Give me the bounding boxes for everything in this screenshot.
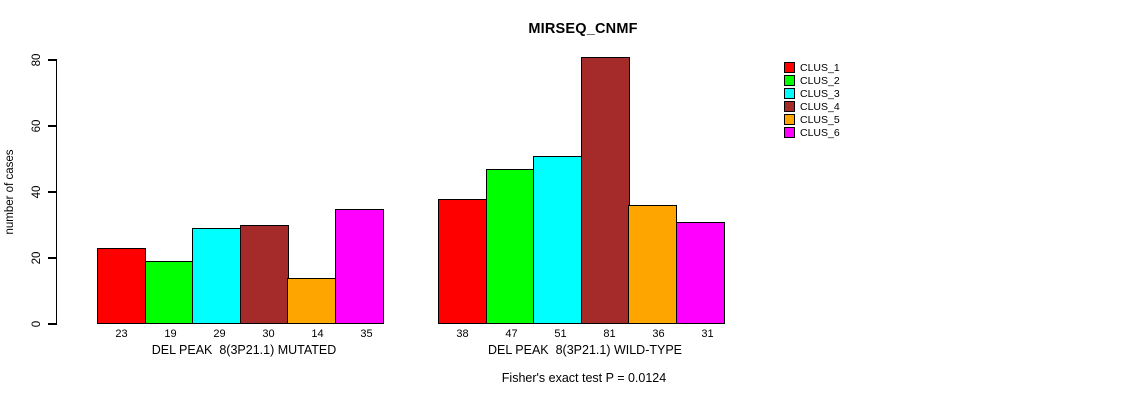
bar-value-label: 36 bbox=[652, 328, 665, 340]
bar-value-label: 47 bbox=[505, 328, 518, 340]
bar-group bbox=[438, 56, 725, 324]
bar-clus_3 bbox=[192, 228, 241, 324]
y-tick-label: 60 bbox=[31, 119, 43, 133]
legend-label: CLUS_5 bbox=[800, 113, 840, 126]
legend-item-clus_4: CLUS_4 bbox=[784, 100, 840, 113]
legend-item-clus_1: CLUS_1 bbox=[784, 61, 840, 74]
legend-swatch-icon bbox=[784, 127, 795, 138]
legend-item-clus_6: CLUS_6 bbox=[784, 126, 840, 139]
bar-clus_1 bbox=[97, 248, 146, 324]
bar-clus_5 bbox=[287, 277, 336, 324]
legend-item-clus_5: CLUS_5 bbox=[784, 113, 840, 126]
bar-value-label: 14 bbox=[311, 328, 324, 340]
legend-item-clus_3: CLUS_3 bbox=[784, 87, 840, 100]
bar-group bbox=[97, 208, 384, 324]
bar-value-label: 31 bbox=[701, 328, 714, 340]
y-tick-mark bbox=[48, 323, 56, 325]
legend-item-clus_2: CLUS_2 bbox=[784, 74, 840, 87]
y-tick-mark bbox=[48, 257, 56, 259]
bar-value-label: 23 bbox=[115, 328, 128, 340]
bar-value-labels: 38 47 51 81 36 31 bbox=[438, 328, 732, 340]
bar-value-label: 19 bbox=[164, 328, 177, 340]
legend-label: CLUS_2 bbox=[800, 74, 840, 87]
legend-label: CLUS_6 bbox=[800, 126, 840, 139]
group-axis-label: DEL PEAK 8(3P21.1) WILD-TYPE bbox=[487, 343, 683, 357]
legend-swatch-icon bbox=[784, 114, 795, 125]
legend-swatch-icon bbox=[784, 101, 795, 112]
y-tick-label: 0 bbox=[31, 320, 43, 328]
bar-clus_4 bbox=[580, 56, 630, 324]
bar-clus_2 bbox=[144, 261, 194, 324]
bar-value-label: 81 bbox=[603, 328, 616, 340]
bar-value-label: 38 bbox=[456, 328, 469, 340]
legend-swatch-icon bbox=[784, 62, 795, 73]
group-axis-label: DEL PEAK 8(3P21.1) MUTATED bbox=[151, 343, 337, 357]
bar-value-label: 29 bbox=[213, 328, 226, 340]
y-axis-line bbox=[55, 59, 57, 325]
bar-value-labels: 23 19 29 30 14 35 bbox=[97, 328, 391, 340]
legend-label: CLUS_1 bbox=[800, 61, 840, 74]
bar-value-label: 30 bbox=[262, 328, 275, 340]
y-tick-mark bbox=[48, 125, 56, 127]
y-tick-mark bbox=[48, 59, 56, 61]
bar-value-label: 35 bbox=[360, 328, 373, 340]
bar-clus_6 bbox=[675, 221, 725, 324]
bar-clus_5 bbox=[628, 205, 677, 324]
y-axis-label: number of cases bbox=[4, 149, 16, 235]
bar-clus_3 bbox=[533, 155, 582, 324]
bar-clus_1 bbox=[438, 198, 487, 324]
bar-clus_4 bbox=[239, 225, 289, 324]
legend-label: CLUS_4 bbox=[800, 100, 840, 113]
y-tick-mark bbox=[48, 191, 56, 193]
y-tick-label: 80 bbox=[31, 53, 43, 67]
chart-title: MIRSEQ_CNMF bbox=[528, 21, 638, 37]
legend-swatch-icon bbox=[784, 88, 795, 99]
legend-swatch-icon bbox=[784, 75, 795, 86]
y-tick-label: 40 bbox=[31, 185, 43, 199]
bar-clus_6 bbox=[334, 208, 384, 324]
stat-test-note: Fisher's exact test P = 0.0124 bbox=[501, 371, 667, 385]
bar-clus_2 bbox=[485, 168, 535, 324]
y-tick-label: 20 bbox=[31, 251, 43, 265]
legend: CLUS_1 CLUS_2 CLUS_3 CLUS_4 CLUS_5 CLUS_6 bbox=[784, 61, 840, 139]
legend-label: CLUS_3 bbox=[800, 87, 840, 100]
bar-value-label: 51 bbox=[554, 328, 567, 340]
